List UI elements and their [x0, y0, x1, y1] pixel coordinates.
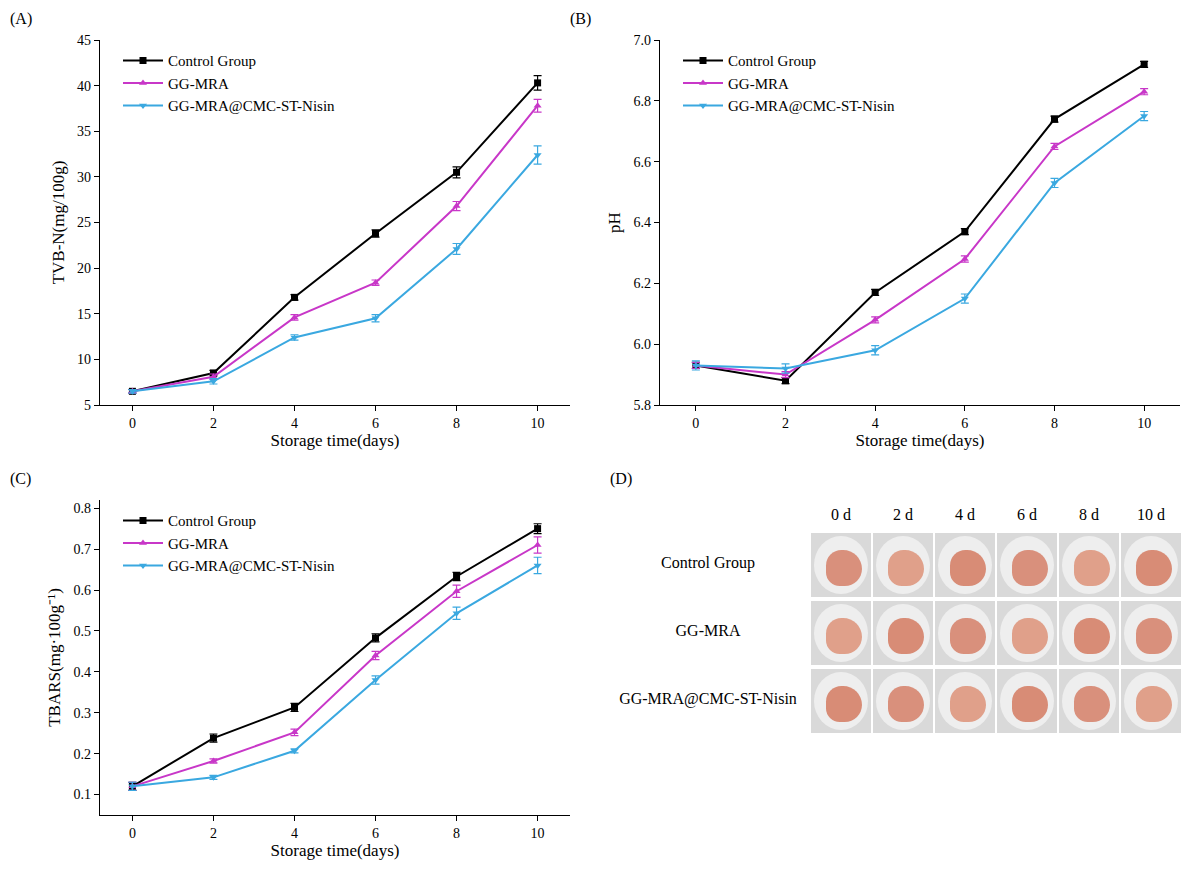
svg-text:Storage time(days): Storage time(days): [271, 841, 400, 860]
html-text:(D): (D): [610, 470, 633, 487]
svg-text:6: 6: [961, 416, 968, 431]
svg-text:Control Group: Control Group: [168, 513, 256, 529]
svg-text:6.6: 6.6: [634, 155, 652, 170]
svg-text:10: 10: [1137, 416, 1151, 431]
html-text:0 d: 0 d: [831, 506, 851, 523]
svg-text:15: 15: [77, 307, 91, 322]
svg-text:0: 0: [129, 416, 136, 431]
svg-text:4: 4: [291, 416, 298, 431]
svg-text:20: 20: [77, 261, 91, 276]
svg-text:6.0: 6.0: [634, 337, 652, 352]
svg-text:8: 8: [453, 416, 460, 431]
svg-text:GG-MRA@CMC-ST-Nisin: GG-MRA@CMC-ST-Nisin: [168, 558, 335, 574]
html-text:GG-MRA@CMC-ST-Nisin: GG-MRA@CMC-ST-Nisin: [619, 690, 797, 707]
html-text:GG-MRA: GG-MRA: [675, 622, 741, 639]
svg-text:(A): (A): [10, 10, 32, 28]
svg-text:8: 8: [453, 826, 460, 841]
svg-text:8: 8: [1051, 416, 1058, 431]
svg-text:0.6: 0.6: [74, 583, 92, 598]
svg-text:0.3: 0.3: [74, 706, 92, 721]
svg-text:10: 10: [77, 352, 91, 367]
html-text:4 d: 4 d: [955, 506, 975, 523]
svg-text:2: 2: [210, 826, 217, 841]
svg-text:5.8: 5.8: [634, 398, 652, 413]
svg-text:GG-MRA@CMC-ST-Nisin: GG-MRA@CMC-ST-Nisin: [168, 98, 335, 114]
svg-text:0: 0: [692, 416, 699, 431]
svg-text:6: 6: [372, 826, 379, 841]
svg-text:Control Group: Control Group: [168, 53, 256, 69]
svg-text:GG-MRA@CMC-ST-Nisin: GG-MRA@CMC-ST-Nisin: [728, 98, 895, 114]
svg-text:7.0: 7.0: [634, 33, 652, 48]
html-text:10 d: 10 d: [1137, 506, 1165, 523]
svg-text:2: 2: [210, 416, 217, 431]
svg-text:Storage time(days): Storage time(days): [856, 431, 985, 450]
html-text:8 d: 8 d: [1079, 506, 1099, 523]
html-text:6 d: 6 d: [1017, 506, 1037, 523]
svg-text:0.1: 0.1: [74, 787, 92, 802]
html-text:2 d: 2 d: [893, 506, 913, 523]
svg-text:4: 4: [872, 416, 879, 431]
svg-text:25: 25: [77, 215, 91, 230]
svg-text:TVB-N(mg/100g): TVB-N(mg/100g): [49, 161, 68, 285]
svg-text:0.8: 0.8: [74, 501, 92, 516]
svg-text:GG-MRA: GG-MRA: [168, 76, 229, 92]
svg-text:6.4: 6.4: [634, 215, 652, 230]
svg-text:30: 30: [77, 170, 91, 185]
svg-text:4: 4: [291, 826, 298, 841]
svg-text:35: 35: [77, 124, 91, 139]
svg-text:(B): (B): [570, 10, 591, 28]
svg-text:0.2: 0.2: [74, 747, 92, 762]
svg-text:6: 6: [372, 416, 379, 431]
svg-text:2: 2: [782, 416, 789, 431]
html-text:Control Group: Control Group: [661, 554, 755, 571]
svg-text:45: 45: [77, 33, 91, 48]
svg-text:Storage time(days): Storage time(days): [271, 431, 400, 450]
svg-text:GG-MRA: GG-MRA: [168, 536, 229, 552]
svg-text:10: 10: [531, 416, 545, 431]
svg-text:0.4: 0.4: [74, 665, 92, 680]
svg-text:6.2: 6.2: [634, 276, 652, 291]
svg-text:TBARS(mg·100g⁻¹): TBARS(mg·100g⁻¹): [45, 588, 64, 727]
svg-text:10: 10: [531, 826, 545, 841]
svg-text:40: 40: [77, 79, 91, 94]
svg-text:0.5: 0.5: [74, 624, 92, 639]
svg-text:GG-MRA: GG-MRA: [728, 76, 789, 92]
svg-text:pH: pH: [605, 212, 624, 233]
svg-text:0: 0: [129, 826, 136, 841]
svg-text:6.8: 6.8: [634, 94, 652, 109]
svg-text:5: 5: [84, 398, 91, 413]
svg-text:0.7: 0.7: [74, 542, 92, 557]
svg-text:Control Group: Control Group: [728, 53, 816, 69]
svg-text:(C): (C): [10, 470, 31, 488]
